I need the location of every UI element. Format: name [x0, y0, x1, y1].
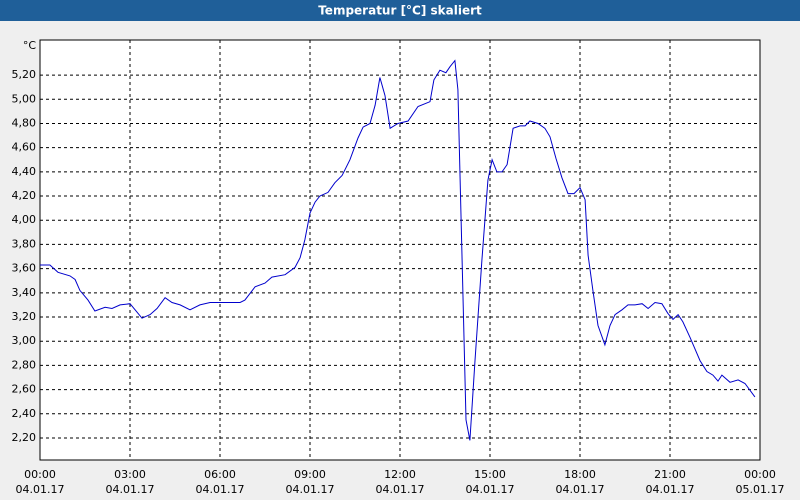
y-tick-label: 5,00: [12, 92, 37, 105]
y-tick-label: 3,60: [12, 262, 37, 275]
data-line: [40, 59, 756, 441]
x-tick-label: 21:00: [654, 468, 686, 481]
x-tick-label: 09:00: [294, 468, 326, 481]
x-tick-label: 00:00: [24, 468, 56, 481]
y-tick-label: 3,20: [12, 310, 37, 323]
y-unit: °C: [23, 39, 37, 52]
x-tick-date: 04.01.17: [196, 483, 245, 496]
y-tick-label: 5,20: [12, 68, 37, 81]
y-tick-label: 3,80: [12, 237, 37, 250]
x-tick-label: 00:00: [744, 468, 776, 481]
y-tick-label: 3,40: [12, 286, 37, 299]
y-tick-label: 4,00: [12, 213, 37, 226]
y-tick-label: 2,60: [12, 383, 37, 396]
chart-title: Temperatur [°C] skaliert: [318, 4, 482, 18]
x-tick-date: 05.01.17: [736, 483, 785, 496]
x-tick-label: 03:00: [114, 468, 146, 481]
y-tick-label: 4,40: [12, 165, 37, 178]
x-tick-label: 18:00: [564, 468, 596, 481]
x-tick-label: 15:00: [474, 468, 506, 481]
y-tick-label: 2,20: [12, 431, 37, 444]
y-tick-label: 2,80: [12, 358, 37, 371]
y-tick-label: 4,20: [12, 189, 37, 202]
x-tick-label: 06:00: [204, 468, 236, 481]
y-tick-label: 4,80: [12, 116, 37, 129]
x-tick-date: 04.01.17: [376, 483, 425, 496]
x-tick-date: 04.01.17: [286, 483, 335, 496]
y-tick-label: 4,60: [12, 141, 37, 154]
x-tick-date: 04.01.17: [556, 483, 605, 496]
y-tick-label: 2,40: [12, 407, 37, 420]
x-tick-date: 04.01.17: [646, 483, 695, 496]
x-tick-date: 04.01.17: [466, 483, 515, 496]
title-bar: [0, 0, 800, 21]
x-tick-date: 04.01.17: [16, 483, 65, 496]
x-tick-label: 12:00: [384, 468, 416, 481]
y-tick-label: 3,00: [12, 334, 37, 347]
x-tick-date: 04.01.17: [106, 483, 155, 496]
